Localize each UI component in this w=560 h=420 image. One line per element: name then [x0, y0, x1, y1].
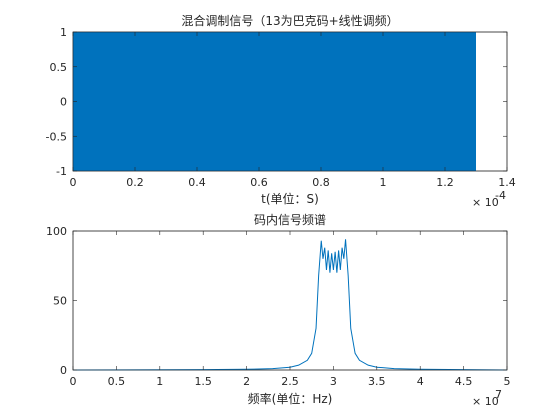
spectrum-plot: 码内信号频谱 0 0.5 1 1.5 2 2.5 3 3.5 4 4.5 5 100 50 0 频率(单… [46, 213, 511, 408]
y-tick-label: -1 [56, 165, 67, 178]
x-axis-label: 频率(单位：Hz) [248, 391, 333, 406]
y-tick-label: -0.5 [46, 130, 67, 143]
spectrum-line [72, 239, 508, 371]
x-tick-label: 3 [330, 375, 337, 388]
x-tick-label: 2.5 [281, 375, 299, 388]
x-tick-label: 1.5 [194, 375, 212, 388]
x-axis-exponent-base: × 10 [472, 395, 499, 408]
y-tick-label: 100 [46, 225, 67, 238]
signal-fill [73, 32, 476, 171]
y-tick-label: 0.5 [50, 61, 68, 74]
chart-title: 混合调制信号（13为巴克码+线性调频） [181, 13, 398, 28]
y-tick-label: 0 [60, 364, 67, 377]
x-tick-label: 0.8 [312, 176, 330, 189]
y-axis-ticks: 100 50 0 [46, 225, 507, 377]
y-tick-label: 1 [60, 26, 67, 39]
x-tick-label: 3.5 [368, 375, 386, 388]
x-axis-exponent: × 10 7 [472, 388, 502, 408]
y-axis-ticks: 1 0.5 0 -0.5 -1 [46, 26, 507, 178]
x-tick-label: 1 [380, 176, 387, 189]
x-axis-ticks: 0 0.5 1 1.5 2 2.5 3 3.5 4 4.5 5 [70, 231, 511, 388]
x-tick-label: 4 [417, 375, 424, 388]
x-axis-exponent-power: 7 [495, 388, 502, 401]
x-tick-label: 5 [504, 375, 511, 388]
signal-band [73, 32, 476, 171]
y-tick-label: 50 [53, 295, 67, 308]
x-axis-exponent: × 10 -4 [472, 189, 506, 209]
plot-area [72, 230, 508, 371]
x-tick-label: 0.6 [250, 176, 268, 189]
x-tick-label: 1.4 [498, 176, 516, 189]
x-tick-label: 0 [70, 176, 77, 189]
x-tick-label: 2 [243, 375, 250, 388]
x-tick-label: 0.5 [108, 375, 126, 388]
x-axis-exponent-base: × 10 [472, 196, 499, 209]
x-tick-label: 0.4 [188, 176, 206, 189]
time-domain-plot: 混合调制信号（13为巴克码+线性调频） 0 0.2 0.4 0.6 0.8 1 1.2 1.4… [46, 13, 516, 209]
x-axis-exponent-power: -4 [495, 189, 506, 202]
x-tick-label: 1.2 [436, 176, 454, 189]
x-tick-label: 0 [70, 375, 77, 388]
x-axis-ticks: 0 0.2 0.4 0.6 0.8 1 1.2 1.4 [70, 32, 516, 189]
chart-title: 码内信号频谱 [254, 213, 326, 227]
x-tick-label: 1 [156, 375, 163, 388]
y-tick-label: 0 [60, 96, 67, 109]
x-axis-label: t(单位：S) [261, 191, 319, 206]
x-tick-label: 0.2 [126, 176, 144, 189]
x-tick-label: 4.5 [455, 375, 473, 388]
